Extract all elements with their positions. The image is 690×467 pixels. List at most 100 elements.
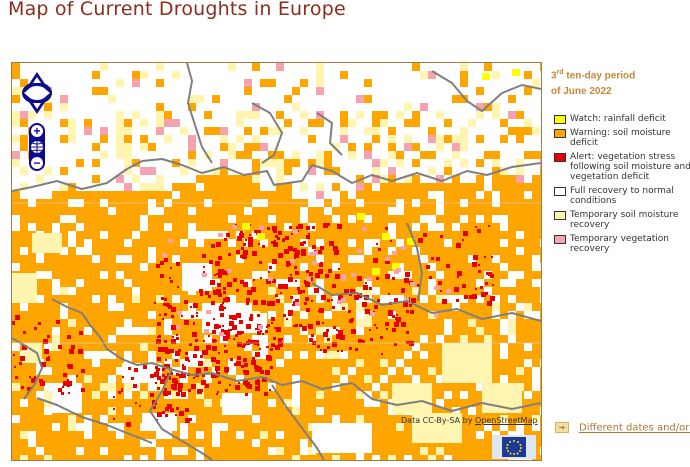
- warning-cell: [396, 343, 404, 351]
- warning-cell: [268, 407, 276, 415]
- alert-cell: [174, 380, 178, 384]
- warning-cell: [284, 383, 292, 391]
- warning-cell: [372, 415, 380, 423]
- warning-cell: [476, 271, 484, 279]
- warning-cell: [508, 127, 516, 135]
- warning-cell: [508, 367, 516, 375]
- alert-cell: [192, 332, 197, 337]
- drought-map[interactable]: + − Data CC-By-SA by OpenStreetMap: [11, 62, 542, 461]
- zoom-in-icon[interactable]: +: [33, 124, 40, 138]
- soil-recovery-cell: [276, 447, 284, 455]
- map-canvas[interactable]: [12, 63, 541, 460]
- warning-cell: [84, 215, 92, 223]
- warning-cell: [396, 439, 404, 447]
- recovery-cell: [140, 263, 148, 271]
- alert-cell: [472, 294, 477, 299]
- warning-cell: [92, 343, 100, 351]
- veg-recovery-cell: [252, 103, 260, 111]
- warning-cell: [204, 447, 212, 455]
- warning-cell: [156, 79, 164, 87]
- warning-cell: [164, 287, 172, 295]
- alert-cell: [478, 264, 480, 266]
- recovery-cell: [420, 335, 428, 343]
- arrow-right-icon[interactable]: ➜: [555, 422, 569, 433]
- warning-cell: [476, 175, 484, 183]
- warning-cell: [524, 183, 532, 191]
- alert-cell: [128, 367, 131, 370]
- warning-cell: [508, 215, 516, 223]
- warning-cell: [124, 431, 132, 439]
- warning-cell: [268, 455, 276, 460]
- warning-cell: [84, 391, 92, 399]
- warning-cell: [188, 399, 196, 407]
- zoom-out-button[interactable]: [31, 157, 43, 169]
- alert-cell: [223, 336, 228, 341]
- pan-zoom-control[interactable]: + −: [20, 71, 54, 171]
- map-dots-layer: [12, 69, 520, 427]
- warning-cell: [236, 215, 244, 223]
- warning-cell: [308, 135, 316, 143]
- warning-cell: [468, 223, 476, 231]
- warning-cell: [292, 343, 300, 351]
- warning-cell: [260, 407, 268, 415]
- warning-cell: [12, 455, 20, 460]
- alert-cell: [486, 272, 489, 275]
- warning-cell: [132, 311, 140, 319]
- soil-recovery-cell: [444, 159, 452, 167]
- soil-recovery-cell: [156, 111, 164, 119]
- warning-cell: [340, 415, 348, 423]
- warning-cell: [92, 303, 100, 311]
- different-dates-row[interactable]: ➜ Different dates and/or c: [555, 422, 690, 434]
- warning-cell: [388, 415, 396, 423]
- warning-cell: [124, 399, 132, 407]
- warning-cell: [68, 335, 76, 343]
- soil-recovery-cell: [140, 71, 148, 79]
- warning-cell: [508, 263, 516, 271]
- different-dates-link[interactable]: Different dates and/or c: [579, 422, 690, 434]
- warning-cell: [36, 439, 44, 447]
- alert-cell: [262, 377, 267, 382]
- warning-cell: [444, 215, 452, 223]
- warning-cell: [540, 415, 541, 423]
- warning-cell: [236, 223, 244, 231]
- alert-cell: [121, 390, 123, 392]
- warning-cell: [380, 447, 388, 455]
- warning-cell: [340, 327, 348, 335]
- zoom-out-icon[interactable]: −: [33, 156, 40, 170]
- warning-cell: [444, 447, 452, 455]
- alert-cell: [357, 276, 362, 281]
- warning-cell: [484, 327, 492, 335]
- soil-recovery-cell: [236, 119, 244, 127]
- warning-cell: [44, 447, 52, 455]
- openstreetmap-link[interactable]: OpenStreetMap: [474, 416, 538, 425]
- warning-cell: [252, 431, 260, 439]
- warning-cell: [84, 311, 92, 319]
- alert-cell: [214, 274, 216, 276]
- warning-cell: [420, 191, 428, 199]
- warning-cell: [332, 391, 340, 399]
- warning-cell: [436, 407, 444, 415]
- pan-arrows-icon[interactable]: [22, 72, 52, 114]
- warning-cell: [532, 407, 540, 415]
- warning-cell: [508, 247, 516, 255]
- alert-cell: [113, 408, 115, 410]
- warning-cell: [84, 359, 92, 367]
- alert-cell: [333, 246, 338, 251]
- alert-cell: [241, 247, 244, 250]
- soil-recovery-cell: [492, 103, 500, 111]
- warning-cell: [412, 159, 420, 167]
- alert-cell: [456, 299, 459, 302]
- warning-cell: [204, 111, 212, 119]
- soil-recovery-cell: [116, 111, 124, 119]
- alert-cell: [265, 370, 270, 375]
- alert-cell: [240, 231, 243, 234]
- zoom-in-button[interactable]: [31, 125, 43, 137]
- alert-cell: [172, 385, 175, 388]
- warning-cell: [292, 319, 300, 327]
- warning-cell: [108, 191, 116, 199]
- veg-recovery-cell: [188, 143, 196, 151]
- alert-cell: [178, 349, 181, 352]
- recovery-cell: [316, 351, 324, 359]
- soil-recovery-cell: [428, 311, 436, 319]
- soil-recovery-cell: [516, 367, 524, 375]
